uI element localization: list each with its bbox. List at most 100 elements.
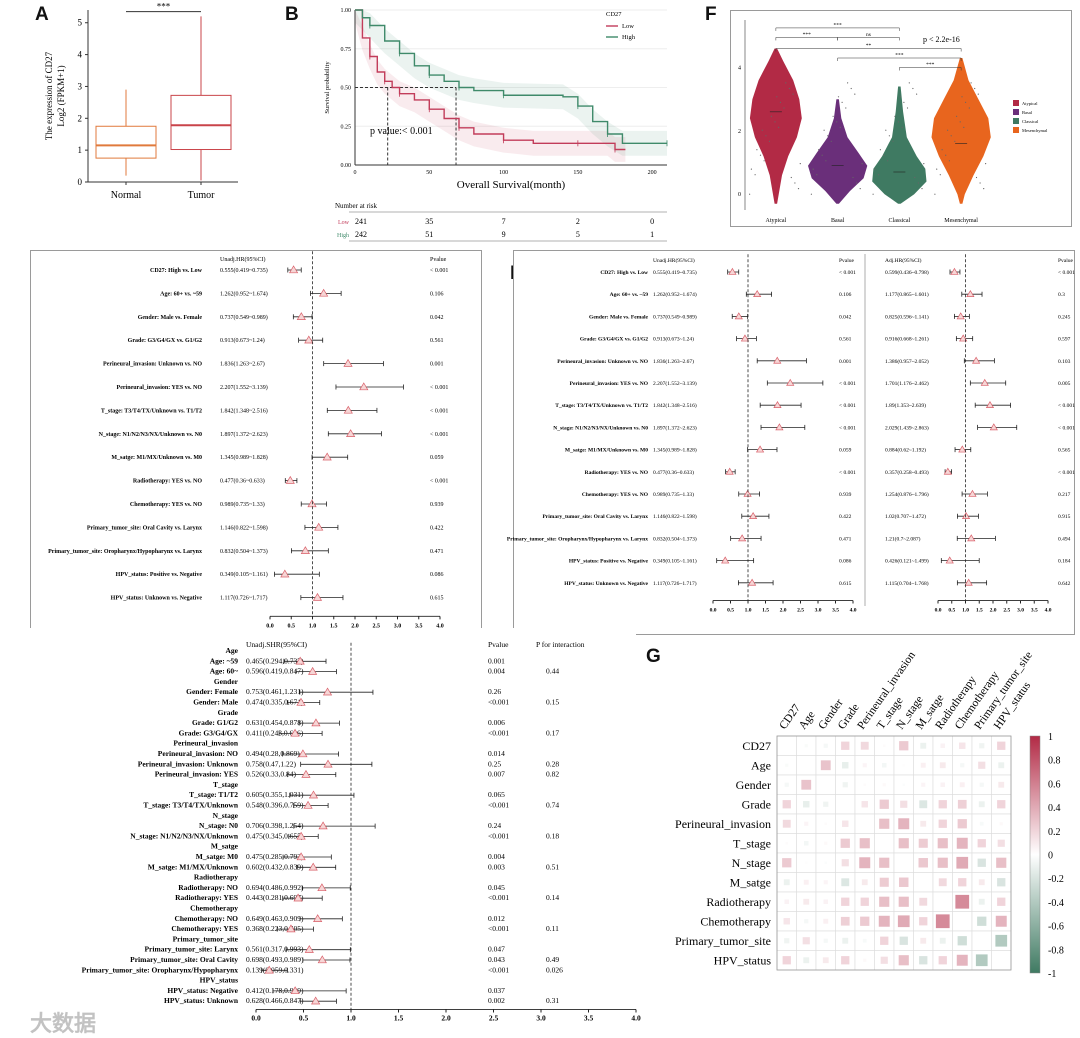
pvalue-label: p < 2.2e-16 bbox=[923, 35, 960, 44]
hr-marker bbox=[748, 512, 758, 519]
jitter-point bbox=[783, 107, 785, 109]
legend-label: Classical bbox=[1022, 119, 1039, 124]
hr-marker bbox=[950, 267, 959, 275]
legend-label-high: High bbox=[622, 34, 636, 41]
hr-text: 0.474(0.335,0.671) bbox=[246, 698, 304, 707]
p-value: 0.24 bbox=[488, 821, 501, 830]
hr-text: 0.628(0.466,0.847) bbox=[246, 996, 304, 1005]
p-value: <0.001 bbox=[488, 924, 509, 933]
hr-text: 1.177(0.865~1.601) bbox=[885, 291, 929, 298]
heatmap-square bbox=[920, 820, 927, 827]
heatmap-square bbox=[957, 819, 967, 829]
x-tick-label: 2.5 bbox=[1003, 608, 1010, 614]
hr-marker bbox=[313, 914, 323, 922]
header-p: Pvalue bbox=[430, 257, 447, 263]
heatmap-square bbox=[823, 801, 829, 807]
hr-marker bbox=[943, 467, 952, 475]
heatmap-square bbox=[919, 800, 928, 809]
row-label: CD27: High vs. Low bbox=[600, 270, 648, 276]
jitter-point bbox=[883, 154, 885, 156]
panel-g-correlation-heatmap: CD27CD27AgeAgeGenderGenderGradeGradePeri… bbox=[675, 649, 1064, 980]
heatmap-square bbox=[805, 861, 808, 864]
jitter-point bbox=[770, 115, 772, 117]
heatmap-square bbox=[784, 899, 790, 905]
hr-marker bbox=[290, 986, 300, 995]
p-value: 0.561 bbox=[430, 338, 444, 344]
hr-marker bbox=[753, 290, 762, 297]
row-label: Primary_tumor_site: Oral Cavity vs. Lary… bbox=[87, 525, 202, 531]
heatmap-square bbox=[804, 919, 809, 924]
heatmap-square bbox=[859, 838, 870, 849]
row-label: Perineural_invasion: NO bbox=[158, 749, 238, 758]
row-label: Gender: Female bbox=[186, 687, 239, 696]
hr-marker bbox=[980, 378, 989, 386]
jitter-point bbox=[856, 182, 858, 184]
hr-marker bbox=[734, 312, 743, 320]
jitter-point bbox=[749, 193, 751, 195]
hr-text: 2.029(1.439~2.863) bbox=[885, 424, 929, 431]
hr-text: 1.89(1.353~2.639) bbox=[885, 402, 926, 409]
heatmap-square bbox=[785, 763, 789, 767]
row-label: N_stage: N0 bbox=[199, 821, 238, 830]
heatmap-square bbox=[919, 956, 928, 965]
y-tick-label: 0.25 bbox=[341, 124, 352, 130]
y-axis-title: Survival probability bbox=[324, 61, 331, 114]
header-adj-hr: Adj.HR(95%CI) bbox=[885, 257, 922, 264]
jitter-point bbox=[816, 174, 818, 176]
hr-text: 0.368(0.223,0.605) bbox=[246, 924, 304, 933]
heatmap-square bbox=[996, 857, 1007, 868]
heatmap-square bbox=[997, 741, 1006, 750]
row-label: M_satge: M1/MX/Unknown vs. M0 bbox=[565, 448, 648, 454]
jitter-point bbox=[839, 126, 841, 128]
p-value: 0.642 bbox=[1058, 581, 1071, 587]
jitter-point bbox=[941, 149, 943, 151]
heatmap-square bbox=[978, 801, 985, 808]
jitter-point bbox=[799, 163, 801, 165]
jitter-point bbox=[821, 154, 823, 156]
heatmap-cell bbox=[815, 774, 836, 795]
p-value: 0.001 bbox=[839, 359, 852, 365]
hr-marker bbox=[312, 592, 323, 601]
comparison-label: ** bbox=[866, 43, 872, 49]
risk-value: 241 bbox=[355, 217, 367, 226]
heatmap-square bbox=[956, 837, 968, 849]
hr-text: 0.555(0.419~0.735) bbox=[220, 267, 268, 274]
heatmap-square bbox=[882, 783, 886, 787]
hr-marker bbox=[298, 749, 308, 758]
heatmap-square bbox=[959, 782, 965, 788]
row-label: M_satge: M0 bbox=[196, 852, 239, 861]
p-value: 0.615 bbox=[839, 581, 852, 587]
hr-marker bbox=[303, 800, 313, 809]
hr-text: 0.357(0.258~0.493) bbox=[885, 469, 929, 476]
hr-text: 0.477(0.36~0.633) bbox=[220, 478, 265, 485]
x-tick-label: 150 bbox=[573, 170, 582, 176]
jitter-point bbox=[836, 121, 838, 123]
heatmap-square bbox=[957, 936, 967, 946]
x-tick-label: 4.0 bbox=[436, 623, 444, 629]
hr-marker bbox=[280, 569, 290, 578]
jitter-point bbox=[923, 163, 925, 165]
row-label: Primary_tumor_site bbox=[675, 934, 771, 948]
p-value: 0.915 bbox=[1058, 514, 1071, 520]
comparison-bracket bbox=[899, 67, 962, 71]
hr-text: 0.706(0.398,1.254) bbox=[246, 821, 304, 830]
x-axis-title: Overall Survival(month) bbox=[457, 179, 566, 191]
row-label: N_stage: N1/N2/N3/NX/Unknown bbox=[130, 831, 239, 840]
heatmap-square bbox=[997, 839, 1005, 847]
x-tick-label: 2.5 bbox=[373, 623, 381, 629]
p-value: 0.042 bbox=[430, 315, 444, 321]
colorbar-tick-label: -0.4 bbox=[1048, 898, 1064, 909]
legend-label-low: Low bbox=[622, 23, 634, 30]
row-label: Gender: Male bbox=[193, 698, 238, 707]
x-tick-label: 3.5 bbox=[584, 1013, 594, 1022]
ci-band-high bbox=[355, 10, 667, 156]
x-tick-label: 0.0 bbox=[935, 608, 942, 614]
row-label: N_stage bbox=[213, 811, 239, 820]
x-tick-label: 2.0 bbox=[780, 608, 787, 614]
row-label: T_stage bbox=[213, 780, 239, 789]
heatmap-cell bbox=[893, 852, 914, 873]
heatmap-cell bbox=[971, 930, 992, 951]
p-interaction: 0.18 bbox=[546, 831, 559, 840]
jitter-point bbox=[968, 107, 970, 109]
panel-c-forest-plot: Unadj.HR(95%CI) Pvalue CD27: High vs. Low 0… bbox=[48, 251, 448, 629]
